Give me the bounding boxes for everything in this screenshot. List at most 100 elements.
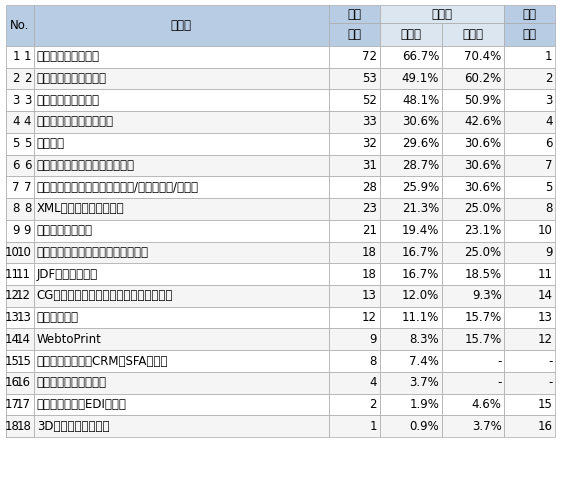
Text: 1: 1 (24, 50, 31, 63)
Text: 12: 12 (537, 333, 553, 346)
Bar (380, 263, 442, 285)
Bar (504, 307, 555, 328)
Bar (380, 242, 442, 263)
Text: 16: 16 (16, 376, 31, 389)
Text: 導入率: 導入率 (431, 8, 453, 21)
Text: 12: 12 (362, 311, 377, 324)
Text: 13: 13 (537, 311, 553, 324)
Bar (504, 328, 555, 350)
Text: -: - (548, 376, 553, 389)
Text: 9: 9 (12, 224, 20, 237)
Text: 12: 12 (16, 289, 31, 302)
Text: No.: No. (10, 19, 30, 32)
Text: 29.6%: 29.6% (402, 137, 439, 150)
Text: 18: 18 (16, 420, 31, 433)
Bar (34, 372, 329, 394)
Text: 17: 17 (5, 398, 20, 411)
Bar (504, 372, 555, 394)
Bar (442, 372, 504, 394)
Bar (6, 89, 34, 111)
Bar (329, 307, 380, 328)
Bar (380, 328, 442, 350)
Text: 1: 1 (369, 420, 377, 433)
Text: 30.6%: 30.6% (465, 137, 502, 150)
Bar (504, 133, 555, 155)
Bar (504, 350, 555, 372)
Bar (329, 68, 380, 89)
Bar (329, 155, 380, 176)
Text: カラーマネジメント: カラーマネジメント (37, 50, 100, 63)
Text: 48.1%: 48.1% (402, 94, 439, 107)
Bar (34, 328, 329, 350)
Text: 15.7%: 15.7% (465, 333, 502, 346)
Text: メディアユニバーサルデザイン: メディアユニバーサルデザイン (37, 159, 135, 172)
Text: 前年度: 前年度 (463, 28, 484, 41)
Text: 16.7%: 16.7% (402, 268, 439, 281)
Bar (380, 46, 442, 68)
Bar (442, 328, 504, 350)
Text: 5: 5 (24, 137, 31, 150)
Bar (6, 68, 34, 89)
Bar (329, 133, 380, 155)
Text: 3.7%: 3.7% (410, 376, 439, 389)
Bar (504, 46, 555, 68)
Bar (6, 285, 34, 307)
Text: 6: 6 (545, 137, 553, 150)
Bar (6, 242, 34, 263)
Bar (504, 263, 555, 285)
Text: 3: 3 (24, 94, 31, 107)
Bar (6, 307, 34, 328)
Bar (6, 68, 34, 89)
Text: 3: 3 (12, 94, 20, 107)
Text: スマホ／タブレット対応アプリ制作: スマホ／タブレット対応アプリ制作 (37, 246, 149, 259)
Text: 32: 32 (362, 137, 377, 150)
Bar (34, 394, 329, 415)
Bar (329, 285, 380, 307)
Bar (6, 350, 34, 372)
Bar (442, 23, 504, 46)
Text: 1: 1 (545, 50, 553, 63)
Bar (329, 263, 380, 285)
Bar (504, 68, 555, 89)
Bar (442, 89, 504, 111)
Text: 8: 8 (545, 202, 553, 215)
Bar (442, 350, 504, 372)
Text: 11.1%: 11.1% (402, 311, 439, 324)
Bar (380, 5, 504, 23)
Text: 11: 11 (16, 268, 31, 281)
Text: 項目名: 項目名 (171, 19, 192, 32)
Bar (34, 46, 329, 68)
Text: 7: 7 (24, 181, 31, 194)
Bar (504, 285, 555, 307)
Bar (6, 372, 34, 394)
Bar (380, 415, 442, 437)
Text: 23.1%: 23.1% (465, 224, 502, 237)
Bar (34, 242, 329, 263)
Text: 21: 21 (362, 224, 377, 237)
Bar (329, 23, 380, 46)
Text: 2: 2 (24, 72, 31, 85)
Bar (6, 155, 34, 176)
Text: 25.0%: 25.0% (465, 202, 502, 215)
Text: 14: 14 (16, 333, 31, 346)
Text: 4: 4 (369, 376, 377, 389)
Text: 16.7%: 16.7% (402, 246, 439, 259)
Text: 電子販促（デジタルサイネージ/電子チラシ/ＡＲ）: 電子販促（デジタルサイネージ/電子チラシ/ＡＲ） (37, 181, 199, 194)
Text: 16: 16 (5, 376, 20, 389)
Bar (380, 285, 442, 307)
Text: 30.6%: 30.6% (465, 181, 502, 194)
Bar (34, 89, 329, 111)
Text: 9: 9 (545, 246, 553, 259)
Bar (6, 328, 34, 350)
Bar (34, 176, 329, 198)
Text: 16: 16 (537, 420, 553, 433)
Text: 1.9%: 1.9% (410, 398, 439, 411)
Text: 9.3%: 9.3% (472, 289, 502, 302)
Text: 9: 9 (24, 224, 31, 237)
Bar (329, 350, 380, 372)
Bar (6, 350, 34, 372)
Text: 8: 8 (24, 202, 31, 215)
Bar (504, 220, 555, 242)
Text: 11: 11 (5, 268, 20, 281)
Text: 2: 2 (369, 398, 377, 411)
